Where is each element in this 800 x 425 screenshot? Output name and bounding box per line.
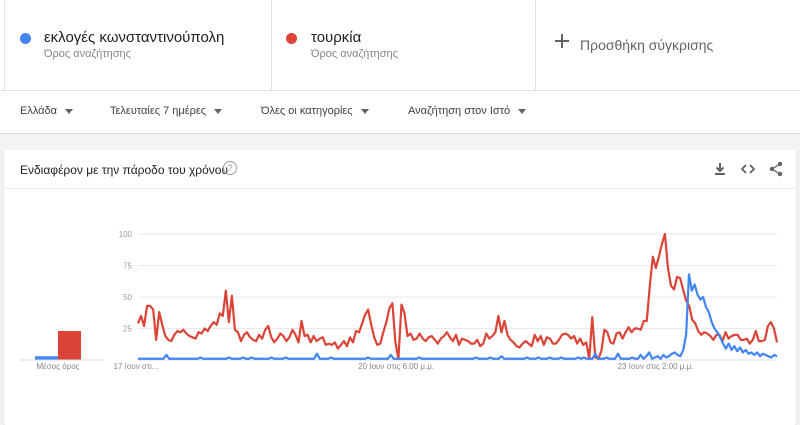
download-icon[interactable]: [711, 160, 729, 178]
term-1-subtitle: Όρος αναζήτησης: [44, 48, 131, 60]
chevron-down-icon: [518, 108, 527, 114]
chevron-down-icon: [360, 108, 369, 114]
time-range-filter[interactable]: Τελευταίες 7 ημέρες: [110, 105, 223, 117]
comparison-bar: εκλογές κωνσταντινούπολη Όρος αναζήτησης…: [0, 0, 800, 91]
x-tick-label: 17 Ιουν στι...: [114, 362, 159, 371]
y-tick-label: 75: [123, 262, 132, 271]
search-type-filter-label: Αναζήτηση στον Ιστό: [408, 105, 511, 117]
chart-area: 100 75 50 25 17 Ιουν στι... 20 Ιουν στις 6:00…: [20, 230, 779, 371]
average-bar-2: [58, 331, 81, 360]
interest-over-time-card: Ενδιαφέρον με την πάροδο του χρόνου ? 10…: [4, 150, 796, 425]
search-type-filter[interactable]: Αναζήτηση στον Ιστό: [408, 105, 527, 117]
term-1-name[interactable]: εκλογές κωνσταντινούπολη: [44, 29, 225, 46]
chevron-down-icon: [214, 108, 223, 114]
x-tick-label: 20 Ιουν στις 6:00 μ.μ.: [358, 362, 434, 371]
series-line-1: [138, 273, 778, 360]
embed-code-icon[interactable]: [739, 160, 757, 178]
term-2-color-dot: [286, 33, 297, 44]
average-bar-1: [35, 356, 58, 360]
card-title: Ενδιαφέρον με την πάροδο του χρόνου: [20, 163, 229, 177]
y-tick-label: 50: [123, 293, 132, 302]
search-term-1[interactable]: εκλογές κωνσταντινούπολη Όρος αναζήτησης: [4, 0, 272, 90]
average-label: Μέσος όρος: [37, 362, 80, 371]
y-tick-label: 100: [119, 230, 133, 239]
y-tick-label: 25: [123, 325, 132, 334]
search-term-2[interactable]: τουρκία Όρος αναζήτησης: [272, 0, 536, 90]
time-range-filter-label: Τελευταίες 7 ημέρες: [110, 105, 207, 117]
series-line-2: [136, 232, 779, 360]
term-1-color-dot: [20, 33, 31, 44]
help-icon[interactable]: ?: [223, 161, 237, 175]
term-2-name[interactable]: τουρκία: [311, 29, 362, 46]
region-filter[interactable]: Ελλάδα: [20, 105, 74, 117]
term-2-subtitle: Όρος αναζήτησης: [311, 48, 398, 60]
region-filter-label: Ελλάδα: [20, 105, 58, 117]
add-comparison-button[interactable]: Προσθήκη σύγκρισης: [536, 0, 800, 90]
filter-bar: Ελλάδα Τελευταίες 7 ημέρες Όλες οι κατηγ…: [0, 91, 800, 134]
share-icon[interactable]: [767, 160, 785, 178]
chevron-down-icon: [65, 108, 74, 114]
category-filter-label: Όλες οι κατηγορίες: [261, 105, 353, 117]
plus-icon: [555, 34, 569, 48]
category-filter[interactable]: Όλες οι κατηγορίες: [261, 105, 369, 117]
x-tick-label: 23 Ιουν στις 2:00 μ.μ.: [618, 362, 694, 371]
card-header: Ενδιαφέρον με την πάροδο του χρόνου ?: [4, 150, 796, 189]
add-comparison-label: Προσθήκη σύγκρισης: [580, 37, 714, 53]
